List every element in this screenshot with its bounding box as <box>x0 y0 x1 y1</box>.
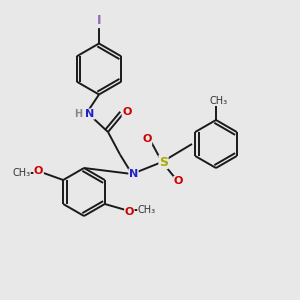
Text: CH₃: CH₃ <box>210 95 228 106</box>
Text: O: O <box>142 134 152 145</box>
Text: CH₃: CH₃ <box>138 205 156 215</box>
Text: CH₃: CH₃ <box>12 167 30 178</box>
Text: S: S <box>159 155 168 169</box>
Text: O: O <box>125 206 134 217</box>
Text: N: N <box>85 109 94 119</box>
Text: O: O <box>122 107 132 118</box>
Text: H: H <box>74 109 82 119</box>
Text: I: I <box>97 14 101 28</box>
Text: O: O <box>174 176 183 187</box>
Text: O: O <box>34 166 43 176</box>
Text: N: N <box>129 169 138 179</box>
